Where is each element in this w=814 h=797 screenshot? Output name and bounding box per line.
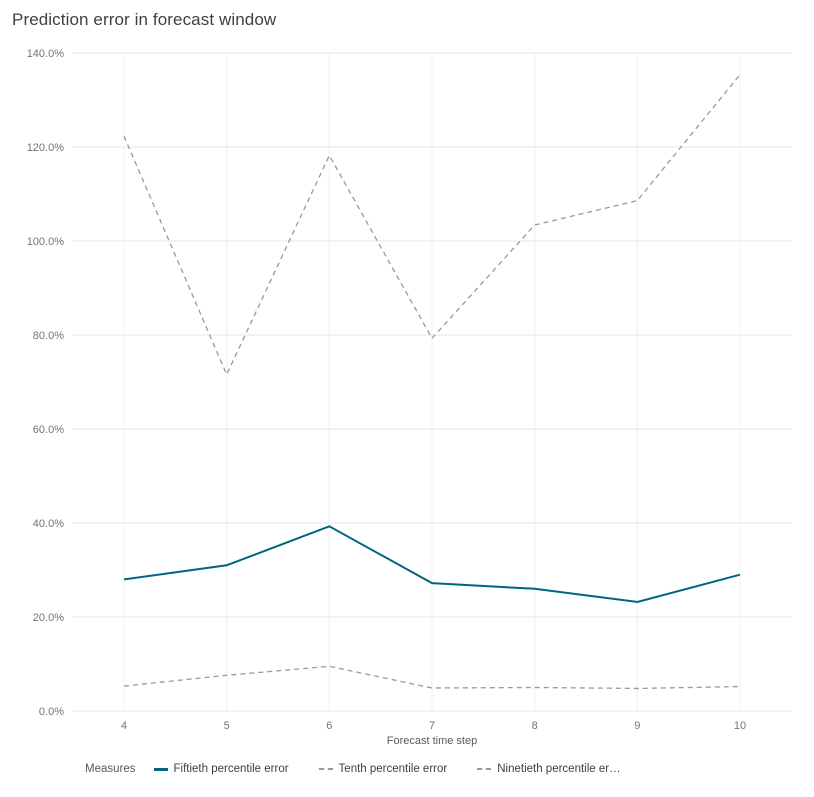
- x-axis-tick-label: 4: [121, 720, 127, 732]
- legend-item-tenth-percentile[interactable]: Tenth percentile error: [318, 763, 448, 775]
- x-axis-tick-label: 10: [734, 720, 746, 732]
- x-axis-title: Forecast time step: [386, 735, 478, 747]
- prediction-error-line-chart[interactable]: 0.0% 20.0% 40.0% 60.0% 80.0% 100.0% 120.0% 140.…: [0, 32, 814, 732]
- y-axis-tick-label: 80.0%: [33, 330, 64, 342]
- chart-title: Prediction error in forecast window: [12, 10, 277, 29]
- legend-swatch-solid-line-icon: [153, 767, 168, 771]
- x-axis-tick-label: 8: [532, 720, 538, 732]
- legend-item-label: Ninetieth percentile er…: [497, 763, 621, 775]
- legend-item-ninetieth-percentile[interactable]: Ninetieth percentile er…: [477, 763, 621, 775]
- legend-item-label: Tenth percentile error: [338, 763, 448, 775]
- y-axis-tick-label: 40.0%: [33, 518, 64, 530]
- x-axis-tick-label: 6: [326, 720, 332, 732]
- y-axis-tick-label: 120.0%: [27, 142, 65, 154]
- y-axis-tick-label: 60.0%: [33, 424, 64, 436]
- x-axis-tick-label: 5: [224, 720, 230, 732]
- legend-swatch-dashed-line-icon: [477, 768, 492, 770]
- series-line-fiftieth-percentile-error[interactable]: [123, 525, 741, 603]
- y-axis-tick-label: 140.0%: [27, 48, 65, 60]
- series-line-tenth-percentile-error[interactable]: [123, 665, 741, 690]
- legend-item-fiftieth-percentile[interactable]: Fiftieth percentile error: [153, 763, 289, 775]
- y-axis-tick-label: 0.0%: [39, 706, 64, 718]
- legend: Measures Fiftieth percentile error Tenth…: [85, 763, 814, 775]
- x-axis-tick-label: 9: [634, 720, 640, 732]
- series-line-ninetieth-percentile-error[interactable]: [123, 74, 741, 377]
- legend-item-label: Fiftieth percentile error: [173, 763, 289, 775]
- x-axis-tick-label: 7: [429, 720, 435, 732]
- legend-title: Measures: [85, 763, 136, 775]
- y-axis-tick-label: 20.0%: [33, 612, 64, 624]
- y-axis-tick-label: 100.0%: [27, 236, 65, 248]
- legend-swatch-dashed-line-icon: [318, 768, 333, 770]
